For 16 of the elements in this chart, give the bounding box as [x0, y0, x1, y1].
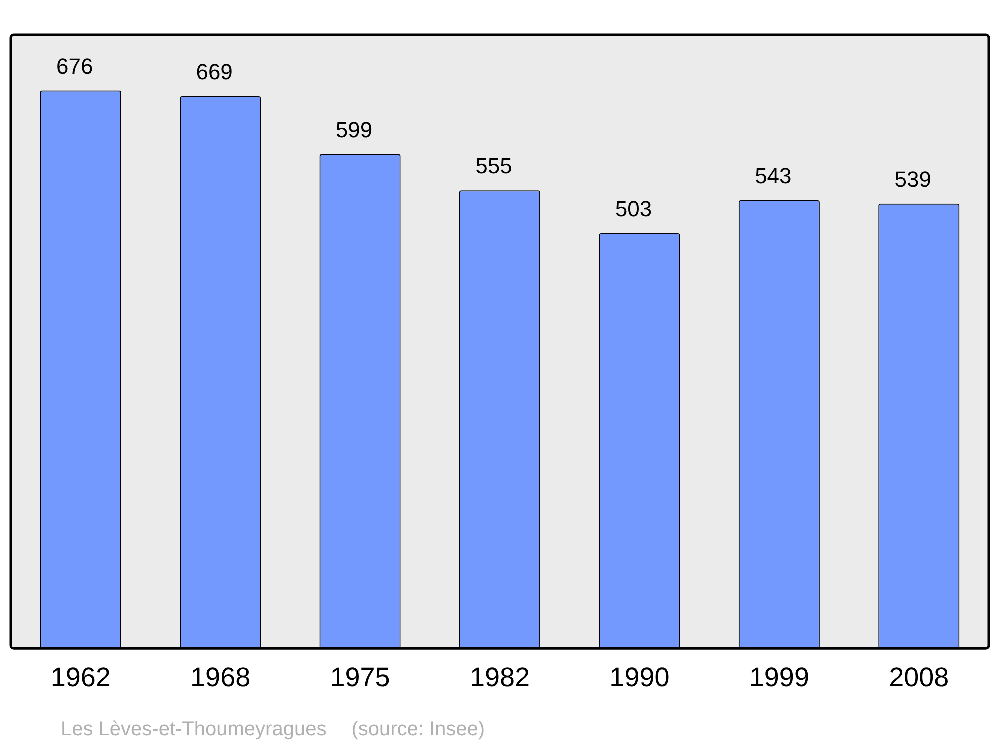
x-tick-label: 1999	[749, 662, 810, 692]
x-tick-label: 2008	[889, 662, 950, 692]
x-tick-label: 1968	[190, 662, 251, 692]
data-label: 676	[56, 54, 94, 79]
data-label: 599	[336, 117, 373, 142]
data-label: 669	[196, 60, 233, 85]
text: Les Lèves-et-Thoumeyragues	[61, 718, 327, 741]
data-label: 543	[755, 164, 792, 189]
data-label: 555	[476, 154, 512, 179]
data-label: 539	[894, 166, 932, 192]
x-tick-label: 1990	[610, 662, 670, 692]
text: (source: Insee)	[352, 718, 486, 741]
x-tick-label: 1962	[50, 662, 111, 692]
data-label: 503	[615, 196, 652, 222]
x-tick-label: 1982	[470, 662, 530, 692]
x-tick-label: 1975	[330, 662, 390, 692]
